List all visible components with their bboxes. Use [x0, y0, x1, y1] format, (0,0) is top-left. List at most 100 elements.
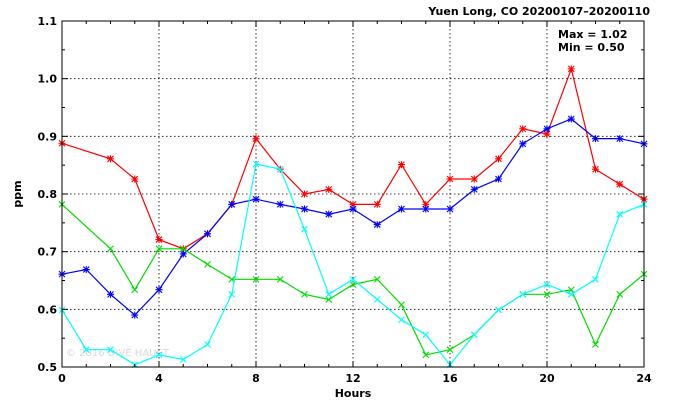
data-point — [495, 175, 502, 183]
data-point — [204, 341, 211, 348]
data-point — [131, 175, 139, 183]
data-point — [179, 245, 187, 253]
data-point — [301, 205, 308, 213]
x-axis-title: Hours — [335, 387, 372, 400]
data-point — [422, 351, 430, 359]
data-point — [179, 250, 187, 258]
data-point — [422, 331, 430, 339]
y-tick-label: 0.6 — [38, 303, 58, 316]
data-point — [107, 346, 114, 354]
data-point — [616, 290, 624, 298]
grid-lines — [62, 21, 644, 367]
data-point — [349, 281, 357, 288]
data-point — [519, 290, 527, 298]
data-point — [543, 290, 551, 298]
data-point — [543, 125, 551, 133]
data-point — [107, 155, 114, 163]
y-tick-label: 0.9 — [38, 130, 58, 143]
data-point — [373, 221, 381, 229]
data-point — [349, 275, 357, 283]
data-point — [592, 165, 599, 173]
data-point — [155, 351, 163, 359]
data-point — [204, 230, 211, 238]
data-point — [592, 135, 599, 143]
x-tick-label: 20 — [539, 372, 555, 385]
watermark-text: © 2016 DIVE HAUST — [66, 348, 170, 359]
data-point — [252, 275, 260, 283]
data-point — [349, 200, 357, 208]
data-point — [616, 210, 624, 218]
data-point — [155, 286, 163, 294]
series-group — [58, 160, 648, 369]
data-point — [82, 346, 90, 354]
data-point — [543, 130, 551, 138]
data-point — [567, 290, 575, 298]
x-tick-label: 4 — [155, 372, 163, 385]
data-point — [398, 301, 405, 309]
data-point — [276, 275, 284, 283]
x-tick-label: 16 — [442, 372, 458, 385]
data-point — [107, 245, 114, 253]
data-point — [470, 185, 478, 193]
axis-ticks: 0 4 8 12 16 20 24 0.5 0.6 0.7 0.8 0.9 1.0 1.1 — [38, 15, 652, 385]
x-tick-label: 0 — [58, 372, 66, 385]
data-point — [301, 225, 308, 233]
series-layer — [58, 65, 648, 369]
data-point — [398, 161, 405, 169]
data-point — [592, 275, 599, 283]
data-point — [616, 180, 624, 188]
max-annotation: Max = 1.02 — [558, 28, 627, 41]
y-tick-label: 1.0 — [38, 73, 58, 86]
data-point — [325, 290, 333, 298]
series-line — [61, 203, 645, 356]
data-point — [204, 260, 211, 268]
data-point — [470, 331, 478, 339]
data-point — [301, 190, 308, 198]
data-point — [252, 135, 260, 143]
data-point — [398, 316, 405, 324]
data-point — [107, 290, 114, 298]
y-tick-label: 0.5 — [38, 361, 58, 374]
data-point — [301, 290, 308, 298]
data-point — [252, 160, 260, 168]
data-point — [446, 175, 454, 183]
data-point — [373, 275, 381, 283]
data-point — [276, 200, 284, 208]
data-point — [373, 296, 381, 303]
series-group — [58, 200, 648, 359]
y-tick-label: 1.1 — [38, 15, 58, 28]
data-point — [325, 296, 333, 303]
data-point — [567, 115, 575, 123]
data-point — [325, 210, 333, 218]
data-point — [519, 125, 527, 133]
data-point — [567, 65, 575, 73]
x-tick-label: 12 — [345, 372, 360, 385]
data-point — [179, 356, 187, 363]
data-point — [495, 155, 502, 163]
data-point — [82, 266, 90, 274]
series-group — [58, 115, 648, 319]
data-point — [349, 205, 357, 213]
data-point — [422, 205, 430, 213]
data-point — [131, 311, 139, 319]
y-axis-title: ppm — [11, 180, 24, 207]
min-annotation: Min = 0.50 — [558, 41, 625, 54]
series-line — [61, 66, 645, 250]
data-point — [543, 281, 551, 288]
data-point — [155, 245, 163, 253]
x-tick-label: 8 — [252, 372, 260, 385]
y-tick-label: 0.8 — [38, 188, 58, 201]
chart-title: Yuen Long, CO 20200107–20200110 — [427, 5, 650, 18]
data-point — [252, 195, 260, 203]
data-point — [131, 286, 139, 294]
data-point — [470, 175, 478, 183]
data-point — [495, 306, 502, 314]
data-point — [398, 205, 405, 213]
data-point — [519, 140, 527, 148]
data-point — [422, 200, 430, 208]
x-tick-label: 24 — [636, 372, 652, 385]
data-point — [592, 341, 599, 348]
data-point — [446, 346, 454, 354]
